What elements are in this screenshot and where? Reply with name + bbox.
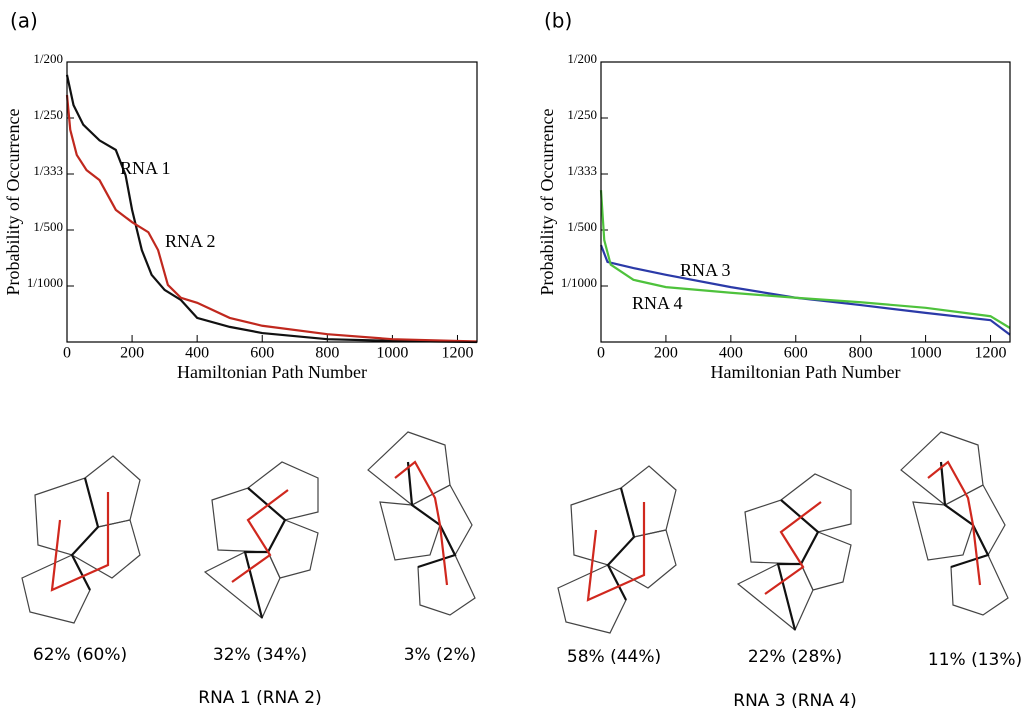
group-label: RNA 3 (RNA 4) bbox=[733, 691, 856, 710]
x-tick-label: 400 bbox=[185, 345, 209, 362]
chart: (b) 0 200 400 600 800 1000 1200 1/1000 1/500 1/333… bbox=[537, 9, 1011, 382]
percentage: 62% (60%) bbox=[33, 645, 127, 665]
y-tick-label: 1/500 bbox=[567, 219, 597, 234]
x-tick-label: 400 bbox=[719, 345, 743, 362]
series-label: RNA 3 bbox=[680, 260, 731, 280]
percentage: 3% (2%) bbox=[404, 645, 477, 665]
plot-frame bbox=[66, 61, 478, 343]
x-tick-label: 800 bbox=[849, 345, 873, 362]
y-tick-label: 1/1000 bbox=[561, 275, 597, 290]
x-tick-label: 1200 bbox=[975, 345, 1007, 362]
x-tick-label: 1000 bbox=[910, 345, 942, 362]
y-tick-label: 1/250 bbox=[567, 107, 597, 122]
x-tick-label: 200 bbox=[120, 345, 144, 362]
x-tick-label: 800 bbox=[315, 345, 339, 362]
x-tick-label: 200 bbox=[654, 345, 678, 362]
y-tick-label: 1/333 bbox=[33, 163, 63, 178]
series-label: RNA 1 bbox=[120, 158, 171, 178]
percentage: 11% (13%) bbox=[928, 650, 1022, 670]
x-tick-label: 0 bbox=[63, 345, 71, 362]
structure-diagrams bbox=[20, 430, 1010, 635]
data-line bbox=[599, 190, 1011, 329]
structure bbox=[556, 464, 678, 635]
percentage: 32% (34%) bbox=[213, 645, 307, 665]
series-label: RNA 2 bbox=[165, 231, 216, 251]
percentage: 22% (28%) bbox=[748, 647, 842, 667]
y-axis-title: Probability of Occurrence bbox=[3, 109, 23, 296]
data-line bbox=[65, 74, 478, 344]
x-axis-title: Hamiltonian Path Number bbox=[711, 362, 901, 382]
x-tick-label: 600 bbox=[250, 345, 274, 362]
y-tick-label: 1/333 bbox=[567, 163, 597, 178]
x-tick-label: 1000 bbox=[376, 345, 408, 362]
structure-labels: 62% (60%) 32% (34%) 3% (2%) RNA 1 (RNA 2… bbox=[33, 645, 1022, 710]
group-label: RNA 1 (RNA 2) bbox=[198, 688, 321, 708]
panel-label: (b) bbox=[544, 9, 572, 33]
percentage: 58% (44%) bbox=[567, 647, 661, 667]
structure bbox=[20, 454, 142, 625]
data-line bbox=[65, 94, 478, 343]
structure bbox=[366, 430, 477, 617]
chart: (a) 0 200 400 600 800 1000 1200 1/1000 1/500 1/333… bbox=[3, 9, 478, 382]
panel-label: (a) bbox=[10, 9, 38, 33]
x-tick-label: 0 bbox=[597, 345, 605, 362]
plot-frame bbox=[600, 61, 1011, 343]
series-label: RNA 4 bbox=[632, 293, 683, 313]
x-tick-label: 600 bbox=[784, 345, 808, 362]
y-tick-label: 1/1000 bbox=[27, 275, 63, 290]
y-tick-label: 1/200 bbox=[33, 51, 63, 66]
structure bbox=[899, 430, 1010, 617]
structure bbox=[736, 472, 853, 632]
y-axis-title: Probability of Occurrence bbox=[537, 109, 557, 296]
y-tick-label: 1/250 bbox=[33, 107, 63, 122]
data-line bbox=[599, 244, 1011, 336]
y-tick-label: 1/200 bbox=[567, 51, 597, 66]
x-tick-label: 1200 bbox=[441, 345, 473, 362]
y-tick-label: 1/500 bbox=[33, 219, 63, 234]
structure bbox=[203, 460, 320, 620]
x-axis-title: Hamiltonian Path Number bbox=[177, 362, 367, 382]
